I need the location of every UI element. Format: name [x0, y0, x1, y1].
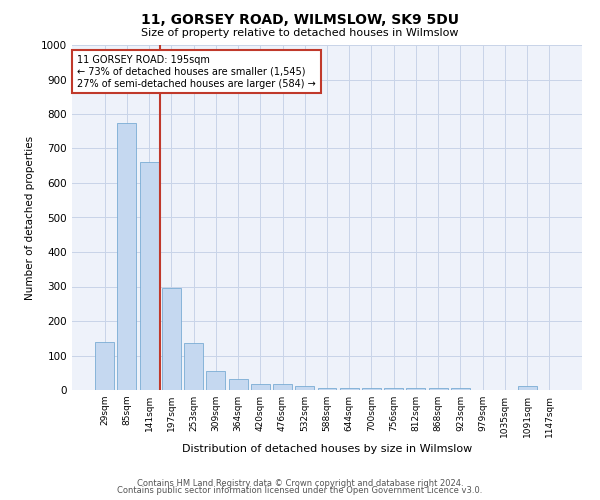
Bar: [184, 344, 203, 390]
Bar: [229, 379, 248, 390]
Text: 11, GORSEY ROAD, WILMSLOW, SK9 5DU: 11, GORSEY ROAD, WILMSLOW, SK9 5DU: [141, 12, 459, 26]
Bar: [140, 162, 158, 390]
Bar: [273, 384, 292, 390]
Bar: [317, 388, 337, 390]
Text: 11 GORSEY ROAD: 195sqm
← 73% of detached houses are smaller (1,545)
27% of semi-: 11 GORSEY ROAD: 195sqm ← 73% of detached…: [77, 56, 316, 88]
Text: Contains HM Land Registry data © Crown copyright and database right 2024.: Contains HM Land Registry data © Crown c…: [137, 478, 463, 488]
Bar: [251, 384, 270, 390]
Bar: [406, 388, 425, 390]
Bar: [340, 388, 359, 390]
Bar: [518, 386, 536, 390]
Bar: [206, 371, 225, 390]
Bar: [429, 388, 448, 390]
Bar: [451, 388, 470, 390]
Text: Size of property relative to detached houses in Wilmslow: Size of property relative to detached ho…: [141, 28, 459, 38]
Y-axis label: Number of detached properties: Number of detached properties: [25, 136, 35, 300]
Bar: [295, 386, 314, 390]
Bar: [95, 342, 114, 390]
Text: Contains public sector information licensed under the Open Government Licence v3: Contains public sector information licen…: [118, 486, 482, 495]
Bar: [362, 388, 381, 390]
Bar: [118, 122, 136, 390]
X-axis label: Distribution of detached houses by size in Wilmslow: Distribution of detached houses by size …: [182, 444, 472, 454]
Bar: [384, 388, 403, 390]
Bar: [162, 288, 181, 390]
